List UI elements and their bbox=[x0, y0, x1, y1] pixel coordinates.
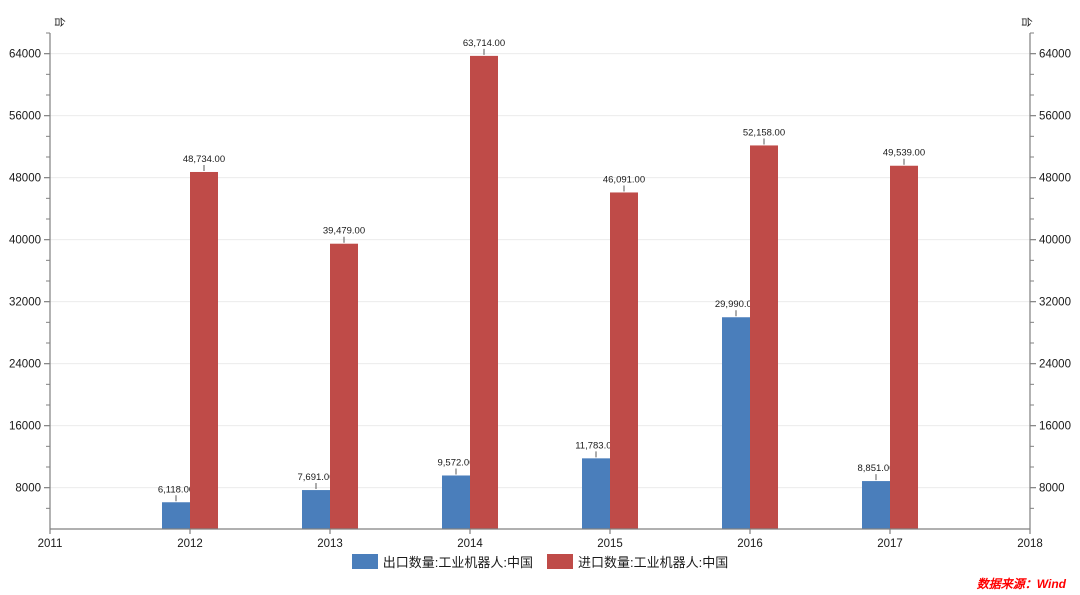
bar-export-2017 bbox=[862, 481, 890, 529]
y-tick-label-left: 48000 bbox=[9, 173, 41, 185]
bar-export-2014 bbox=[442, 475, 470, 529]
x-tick-label: 2014 bbox=[457, 538, 483, 550]
x-tick-label: 2017 bbox=[877, 538, 903, 550]
x-tick-label: 2016 bbox=[737, 538, 763, 550]
bar-value-label: 39,479.00 bbox=[323, 226, 365, 237]
legend: 出口数量:工业机器人:中国 进口数量:工业机器人:中国 bbox=[0, 552, 1080, 571]
y-tick-label-right: 40000 bbox=[1039, 235, 1071, 247]
x-tick-label: 2018 bbox=[1017, 538, 1043, 550]
bar-value-label: 52,158.00 bbox=[743, 127, 785, 138]
bar-value-label: 63,714.00 bbox=[463, 38, 505, 49]
unit-label-left: 台 bbox=[53, 17, 67, 28]
y-tick-label-right: 56000 bbox=[1039, 111, 1071, 123]
bar-export-2015 bbox=[582, 458, 610, 529]
bar-value-label: 8,851.00 bbox=[858, 463, 895, 474]
y-tick-label-left: 64000 bbox=[9, 49, 41, 61]
bar-value-label: 49,539.00 bbox=[883, 148, 925, 159]
bar-value-label: 7,691.00 bbox=[298, 472, 335, 483]
y-tick-label-left: 8000 bbox=[15, 483, 41, 495]
bar-import-2014 bbox=[470, 55, 498, 530]
bar-import-2016 bbox=[750, 145, 778, 529]
bar-value-label: 46,091.00 bbox=[603, 174, 645, 185]
bar-export-2012 bbox=[162, 502, 190, 529]
x-tick-label: 2011 bbox=[38, 538, 63, 550]
bar-value-label: 48,734.00 bbox=[183, 154, 225, 165]
bar-value-label: 9,572.00 bbox=[438, 457, 475, 468]
y-tick-label-left: 24000 bbox=[9, 359, 41, 371]
data-source-note: 数据来源：Wind bbox=[976, 577, 1066, 591]
y-tick-label-right: 32000 bbox=[1039, 297, 1071, 309]
legend-item-export[interactable]: 出口数量:工业机器人:中国 bbox=[351, 552, 533, 571]
legend-item-import[interactable]: 进口数量:工业机器人:中国 bbox=[547, 552, 728, 571]
y-tick-label-left: 40000 bbox=[9, 235, 41, 247]
bar-import-2012 bbox=[190, 171, 218, 529]
bar-value-label: 11,783.00 bbox=[575, 440, 617, 451]
import-series-swatch bbox=[547, 554, 573, 569]
export-series-label: 出口数量:工业机器人:中国 bbox=[382, 555, 533, 570]
x-tick-label: 2015 bbox=[597, 538, 623, 550]
bar-import-2017 bbox=[890, 165, 918, 529]
bar-export-2016 bbox=[722, 317, 750, 529]
bar-export-2013 bbox=[302, 490, 330, 529]
import-series-label: 进口数量:工业机器人:中国 bbox=[578, 555, 729, 570]
bar-value-label: 29,990.00 bbox=[715, 299, 757, 310]
y-tick-label-right: 48000 bbox=[1039, 173, 1071, 185]
y-tick-label-right: 24000 bbox=[1039, 359, 1071, 371]
bar-value-label: 6,118.00 bbox=[158, 484, 194, 495]
y-tick-label-left: 56000 bbox=[9, 111, 41, 123]
unit-label-right: 台 bbox=[1020, 17, 1034, 28]
y-tick-label-right: 8000 bbox=[1039, 483, 1065, 495]
bar-import-2015 bbox=[610, 192, 638, 530]
y-tick-label-left: 16000 bbox=[9, 421, 41, 433]
bar-import-2013 bbox=[330, 243, 358, 529]
export-series-swatch bbox=[351, 554, 378, 569]
y-tick-label-left: 32000 bbox=[9, 297, 41, 309]
y-tick-label-right: 16000 bbox=[1039, 421, 1071, 433]
x-tick-label: 2012 bbox=[177, 538, 203, 550]
y-tick-label-right: 64000 bbox=[1039, 49, 1071, 61]
x-tick-label: 2013 bbox=[317, 538, 343, 550]
